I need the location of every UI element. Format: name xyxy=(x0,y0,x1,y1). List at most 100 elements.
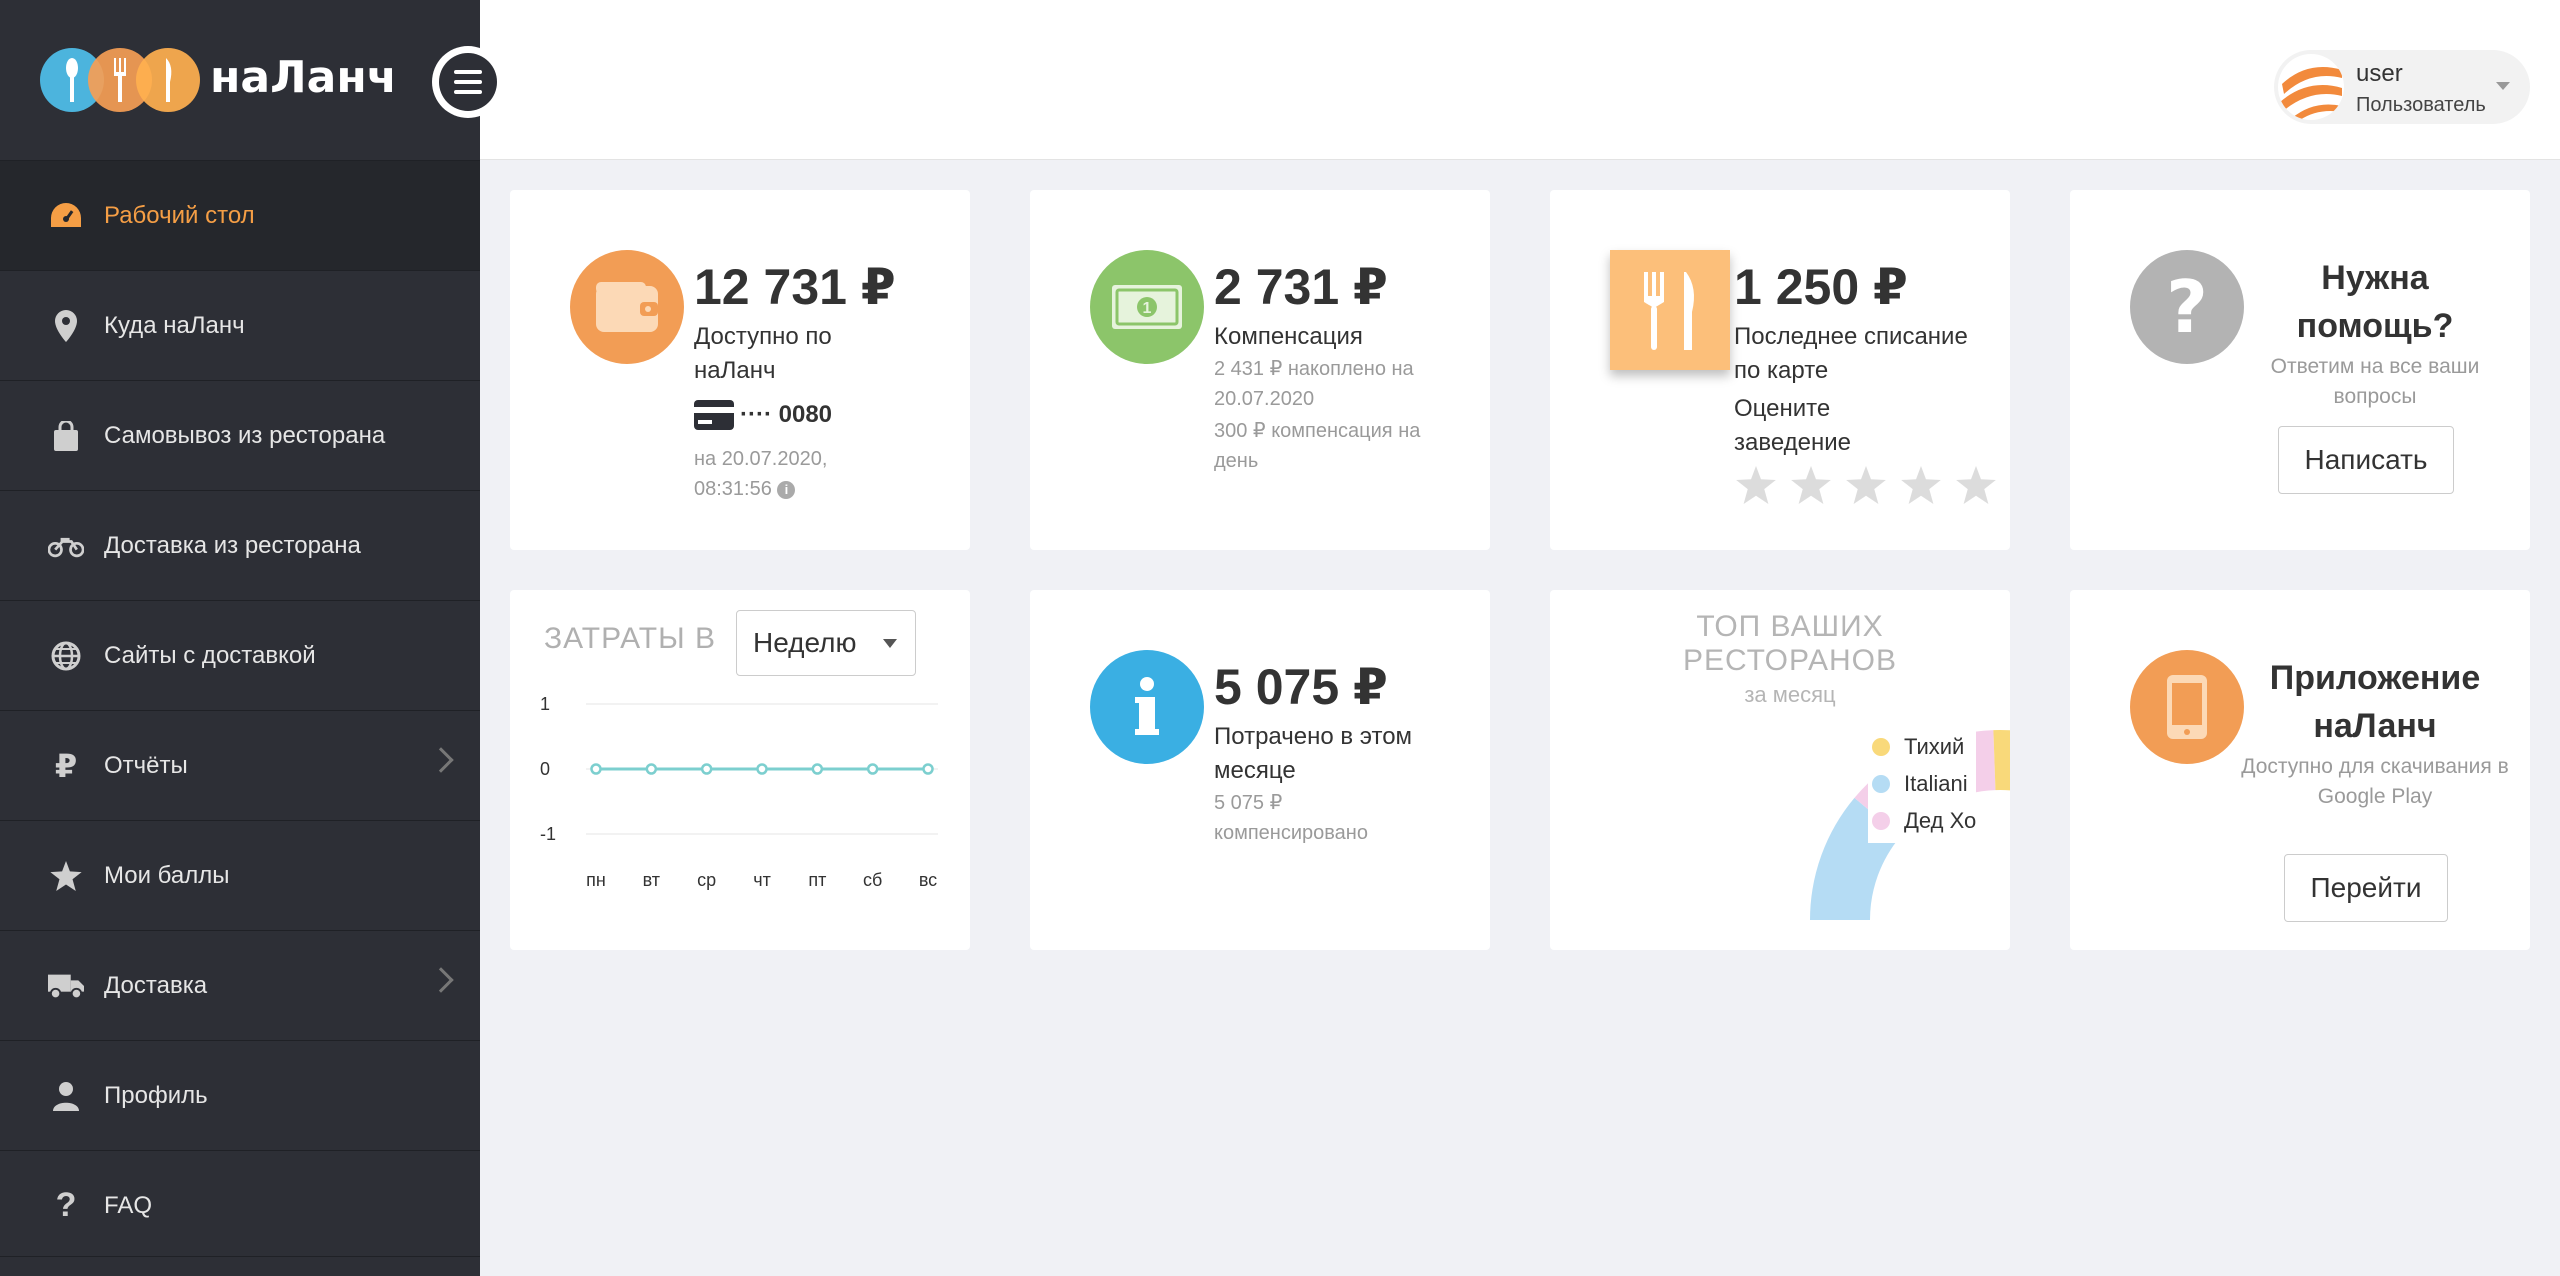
balance-amount: 12 731 ₽ xyxy=(694,259,896,315)
info-icon[interactable]: i xyxy=(777,480,796,499)
write-button[interactable]: Написать xyxy=(2278,426,2454,494)
star-icon[interactable] xyxy=(1791,466,1831,504)
balance-updated: на 20.07.2020, 08:31:56 i xyxy=(694,448,828,500)
caret-down-icon xyxy=(2496,82,2510,90)
star-icon[interactable] xyxy=(1736,466,1776,504)
x-tick-label: пн xyxy=(586,870,606,890)
shopping-bag-icon xyxy=(48,418,84,454)
top-title: ТОП ВАШИХ РЕСТОРАНОВ xyxy=(1682,610,1898,677)
logo[interactable]: наЛанч xyxy=(0,0,480,160)
star-icon[interactable] xyxy=(1846,466,1886,504)
caret-down-icon xyxy=(883,639,897,648)
data-point xyxy=(866,763,879,775)
x-tick-label: вс xyxy=(919,870,937,890)
legend-swatch xyxy=(1872,737,1890,756)
sidebar-item-restaurant-delivery[interactable]: Доставка из ресторана xyxy=(0,490,480,600)
legend-label: Тихий xyxy=(1904,733,1965,759)
info-icon xyxy=(1090,650,1204,764)
restaurant-icon xyxy=(1610,250,1730,370)
logo-text: наЛанч xyxy=(210,52,397,103)
chevron-right-icon xyxy=(428,747,454,773)
hamburger-icon xyxy=(439,53,497,111)
sidebar-item-faq[interactable]: ? FAQ xyxy=(0,1150,480,1260)
sidebar-item-where-lunch[interactable]: Куда наЛанч xyxy=(0,270,480,380)
sidebar-item-delivery-sites[interactable]: Сайты с доставкой xyxy=(0,600,480,710)
x-tick-label: чт xyxy=(753,870,771,890)
sidebar-item-my-points[interactable]: Мои баллы xyxy=(0,820,480,930)
menu-toggle-button[interactable] xyxy=(432,46,504,118)
help-title: Нужна помощь? xyxy=(2296,259,2454,345)
spent-card: 5 075 ₽ Потрачено в этом месяце 5 075 ₽ … xyxy=(1030,590,1490,950)
sidebar-item-label: Доставка из ресторана xyxy=(104,531,361,559)
app-subtitle: Доступно для скачивания в Google Play xyxy=(2241,755,2509,808)
question-icon: ? xyxy=(55,1186,77,1224)
sidebar-item-label: Доставка xyxy=(104,971,208,999)
map-pin-icon xyxy=(48,308,84,344)
ruble-icon: ₽ xyxy=(54,747,78,784)
compensation-accumulated: 2 431 ₽ накоплено на 20.07.2020 xyxy=(1214,358,1414,410)
truck-icon xyxy=(48,968,84,1004)
sidebar-item-label: Самовывоз из ресторана xyxy=(104,421,386,449)
dashboard-icon xyxy=(48,198,84,234)
credit-card-icon xyxy=(694,400,734,430)
sidebar-item-label: FAQ xyxy=(104,1191,153,1219)
last-charge-label: Последнее списание по карте xyxy=(1734,323,1968,384)
x-tick-label: ср xyxy=(697,870,716,890)
y-tick-label: 1 xyxy=(540,694,550,714)
period-select[interactable]: Неделю xyxy=(736,610,916,676)
sidebar-item-label: Куда наЛанч xyxy=(104,311,245,339)
star-icon[interactable] xyxy=(1901,466,1941,504)
legend-label: Italiani xyxy=(1904,770,1968,796)
compensation-per-day: 300 ₽ компенсация на день xyxy=(1214,420,1421,472)
compensation-amount: 2 731 ₽ xyxy=(1214,259,1388,315)
legend-item[interactable]: Тихий xyxy=(1872,728,1976,765)
cutlery-icon xyxy=(66,58,172,102)
user-role: Пользователь xyxy=(2356,94,2486,116)
data-point xyxy=(590,763,602,775)
legend-item[interactable]: Дед Хо xyxy=(1872,802,1976,839)
app-title: Приложение наЛанч xyxy=(2269,659,2481,745)
legend-item[interactable]: Italiani xyxy=(1872,765,1976,802)
sidebar-item-pickup[interactable]: Самовывоз из ресторана xyxy=(0,380,480,490)
spent-compensated: 5 075 ₽ компенсировано xyxy=(1214,792,1368,844)
sidebar-item-delivery[interactable]: Доставка xyxy=(0,930,480,1040)
chevron-right-icon xyxy=(428,967,454,993)
help-subtitle: Ответим на все ваши вопросы xyxy=(2270,355,2480,408)
expenses-line-chart: 1 0 -1 пн вт ср чт пт сб вс xyxy=(540,694,938,890)
sidebar: наЛанч Рабочий стол Куда наЛанч Самовыво… xyxy=(0,0,480,1276)
sidebar-item-partial xyxy=(0,1256,480,1276)
legend-swatch xyxy=(1872,774,1890,793)
svg-text:1: 1 xyxy=(1143,300,1152,317)
sidebar-item-label: Рабочий стол xyxy=(104,201,255,229)
rating-stars xyxy=(1736,466,1996,504)
data-point xyxy=(811,763,824,775)
y-tick-label: -1 xyxy=(540,824,556,844)
user-menu[interactable]: user Пользователь xyxy=(2274,50,2530,124)
top-header: user Пользователь xyxy=(480,0,2560,160)
legend-swatch xyxy=(1872,811,1890,830)
star-icon[interactable] xyxy=(1956,466,1996,504)
star-icon xyxy=(48,858,84,894)
go-button[interactable]: Перейти xyxy=(2284,854,2448,922)
sidebar-item-label: Профиль xyxy=(104,1081,208,1109)
card-info: ···· 0080 xyxy=(694,400,832,430)
sidebar-item-dashboard[interactable]: Рабочий стол xyxy=(0,160,480,270)
legend-label: Дед Хо xyxy=(1904,807,1977,833)
sidebar-item-profile[interactable]: Профиль xyxy=(0,1040,480,1150)
x-tick-label: сб xyxy=(863,870,882,890)
last-charge-amount: 1 250 ₽ xyxy=(1734,259,1908,315)
sidebar-item-reports[interactable]: ₽ Отчёты xyxy=(0,710,480,820)
compensation-label: Компенсация xyxy=(1214,323,1363,350)
sidebar-item-label: Отчёты xyxy=(104,751,188,779)
data-point xyxy=(700,763,713,775)
compensation-card: 1 2 731 ₽ Компенсация 2 431 ₽ накоплено … xyxy=(1030,190,1490,550)
expenses-title: ЗАТРАТЫ В xyxy=(544,622,717,655)
money-icon: 1 xyxy=(1090,250,1204,364)
help-card: ? Нужна помощь? Ответим на все ваши вопр… xyxy=(2070,190,2530,550)
pie-slice-Тихий xyxy=(1993,730,2010,791)
user-name: user xyxy=(2356,60,2403,87)
data-point xyxy=(645,763,658,775)
card-mask: ···· 0080 xyxy=(740,401,833,428)
last-charge-card: 1 250 ₽ Последнее списание по карте Оцен… xyxy=(1550,190,2010,550)
wallet-icon xyxy=(570,250,684,364)
